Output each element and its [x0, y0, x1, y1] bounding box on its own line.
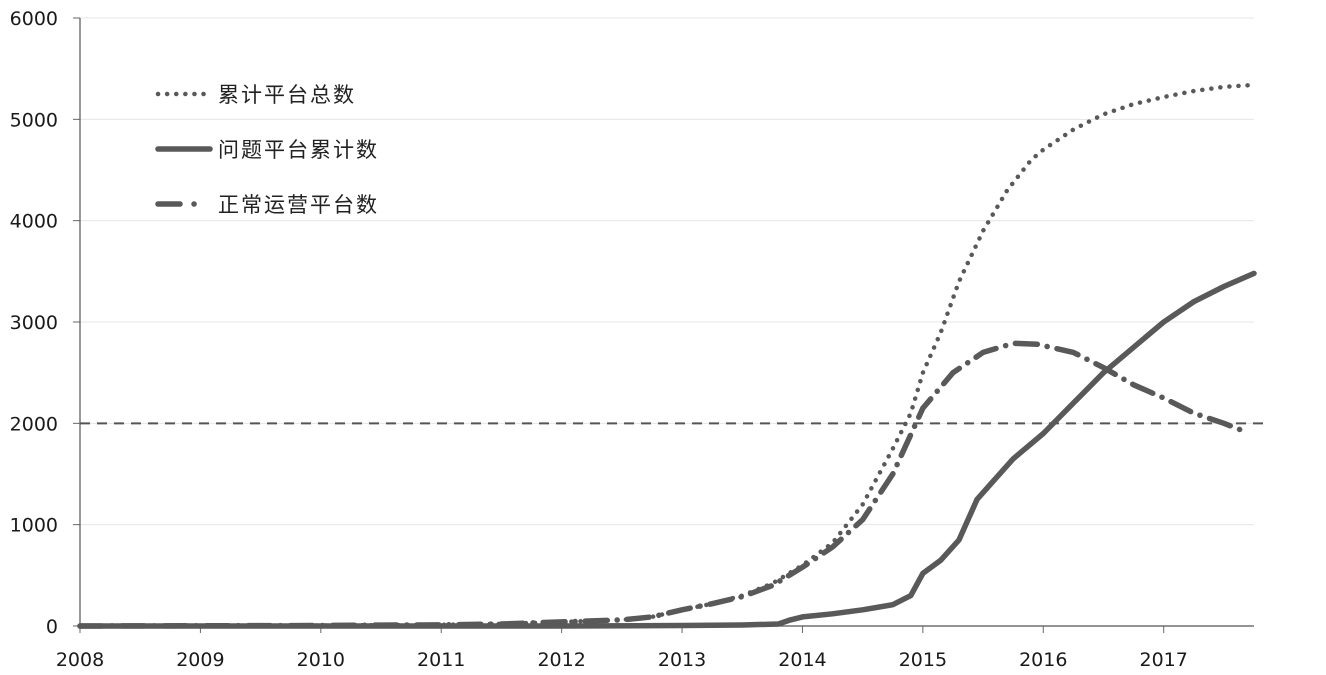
x-tick-label: 2008	[56, 649, 104, 671]
y-tick-label: 6000	[10, 8, 58, 30]
series-line-1	[77, 82, 1257, 629]
x-tick-label: 2017	[1140, 649, 1188, 671]
x-tick-label: 2013	[658, 649, 706, 671]
legend-label-3: 正常运营平台数	[218, 193, 379, 217]
y-tick-label: 5000	[10, 109, 58, 131]
x-tick-label: 2014	[778, 649, 826, 671]
x-tick-label: 2015	[899, 649, 947, 671]
y-tick-label: 3000	[10, 312, 58, 334]
x-tick-label: 2016	[1019, 649, 1067, 671]
series-layer	[77, 82, 1257, 629]
y-tick-label: 4000	[10, 211, 58, 233]
x-tick-label: 2011	[417, 649, 465, 671]
legend-label-2: 问题平台累计数	[218, 138, 379, 162]
series-line-2	[77, 270, 1257, 629]
series-line-3	[77, 340, 1245, 629]
axes: 0 1000 2000 3000 4000 5000 6000 2008 2009 2010 201…	[10, 8, 1254, 671]
x-tick-label: 2010	[297, 649, 345, 671]
x-tick-label: 2012	[537, 649, 585, 671]
y-tick-label: 2000	[10, 413, 58, 435]
y-tick-label: 1000	[10, 515, 58, 537]
legend-label-1: 累计平台总数	[218, 83, 356, 107]
y-tick-label: 0	[46, 616, 58, 638]
x-tick-label: 2009	[176, 649, 224, 671]
